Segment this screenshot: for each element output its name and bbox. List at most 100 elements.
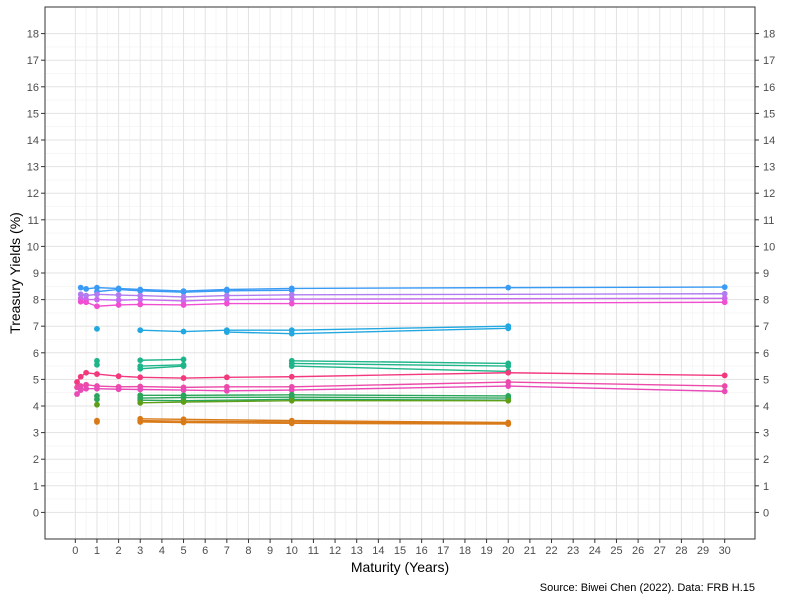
y-tick-label-right: 9 (763, 268, 769, 280)
data-point (137, 287, 144, 294)
data-point (223, 287, 230, 294)
data-point (83, 299, 90, 306)
data-point (721, 284, 728, 290)
data-point (180, 399, 187, 405)
data-point (137, 301, 144, 308)
data-point (288, 300, 295, 307)
y-tick-label-left: 4 (33, 401, 39, 413)
y-tick-label-left: 18 (27, 29, 39, 41)
data-point (77, 387, 84, 393)
y-tick-label-right: 1 (763, 481, 769, 493)
y-tick-label-right: 18 (763, 29, 775, 41)
series-line (80, 286, 725, 292)
data-point (180, 387, 187, 393)
data-point (505, 379, 512, 385)
data-point (505, 397, 512, 404)
x-tick-label: 25 (610, 545, 622, 557)
y-tick-label-left: 1 (33, 481, 39, 493)
x-tick-label: 28 (675, 545, 687, 557)
data-point (115, 286, 122, 293)
data-point (180, 419, 187, 426)
y-tick-label-right: 12 (763, 188, 775, 200)
data-point (137, 365, 144, 372)
y-tick-label-right: 10 (763, 241, 775, 253)
data-point (77, 284, 84, 291)
data-point (77, 373, 84, 380)
series-31 (137, 419, 512, 427)
series-line (291, 360, 509, 365)
data-point (137, 296, 144, 303)
y-tick-label-right: 6 (763, 348, 769, 360)
data-point (180, 298, 187, 304)
y-tick-label-right: 3 (763, 428, 769, 440)
series-17 (74, 369, 728, 385)
data-point (288, 287, 295, 294)
data-point (223, 387, 230, 394)
data-point (223, 292, 230, 299)
x-tick-label: 2 (116, 545, 122, 557)
series-26 (137, 397, 512, 406)
data-point (721, 383, 728, 389)
data-point (137, 386, 144, 393)
data-point (721, 388, 728, 395)
data-point (115, 292, 122, 298)
data-point (74, 379, 80, 385)
y-tick-label-left: 6 (33, 348, 39, 360)
x-tick-label: 3 (137, 545, 143, 557)
y-tick-label-right: 4 (763, 401, 769, 413)
data-point (137, 399, 144, 406)
x-tick-label: 22 (545, 545, 557, 557)
data-point (83, 369, 90, 376)
series-8 (223, 325, 512, 337)
data-point (288, 397, 295, 404)
data-point (94, 284, 100, 291)
series-line (140, 364, 184, 367)
data-point (137, 374, 144, 381)
data-point (94, 296, 100, 303)
data-point (180, 294, 187, 300)
x-tick-label: 14 (372, 545, 384, 557)
x-tick-label: 4 (159, 545, 165, 557)
data-point (505, 363, 512, 369)
data-point (94, 325, 100, 332)
series-11 (137, 356, 187, 364)
y-tick-label-left: 5 (33, 374, 39, 386)
data-point (288, 363, 295, 369)
data-point (288, 330, 295, 337)
data-point (505, 284, 512, 291)
y-tick-label-right: 13 (763, 162, 775, 174)
data-point (721, 290, 728, 297)
series-line (140, 365, 184, 370)
x-tick-label: 11 (308, 545, 319, 557)
series-line (291, 365, 509, 373)
series-10 (94, 361, 100, 368)
series-line (140, 358, 184, 361)
x-tick-label: 9 (267, 545, 273, 557)
data-point (180, 356, 187, 363)
y-tick-label-right: 8 (763, 295, 769, 307)
y-tick-label-right: 0 (763, 507, 769, 519)
y-tick-label-right: 17 (763, 55, 775, 67)
series-21 (94, 396, 100, 403)
x-tick-label: 16 (416, 545, 428, 557)
data-point (94, 385, 100, 392)
series-5 (77, 298, 728, 310)
y-tick-label-left: 10 (27, 241, 39, 253)
series-layer (74, 284, 728, 427)
x-tick-label: 21 (524, 545, 536, 557)
series-line (140, 418, 509, 424)
x-tick-label: 27 (654, 545, 666, 557)
data-point (223, 300, 230, 307)
data-point (94, 303, 100, 310)
series-line (291, 362, 509, 367)
y-tick-label-left: 2 (33, 454, 39, 466)
data-point (115, 302, 122, 308)
series-19 (74, 383, 728, 397)
x-axis-title: Maturity (Years) (351, 559, 449, 575)
x-tick-label: 8 (245, 545, 251, 557)
series-28 (94, 419, 100, 425)
y-tick-label-left: 13 (27, 162, 39, 174)
data-point (180, 363, 187, 369)
x-tick-label: 6 (202, 545, 208, 557)
data-point (505, 421, 512, 427)
